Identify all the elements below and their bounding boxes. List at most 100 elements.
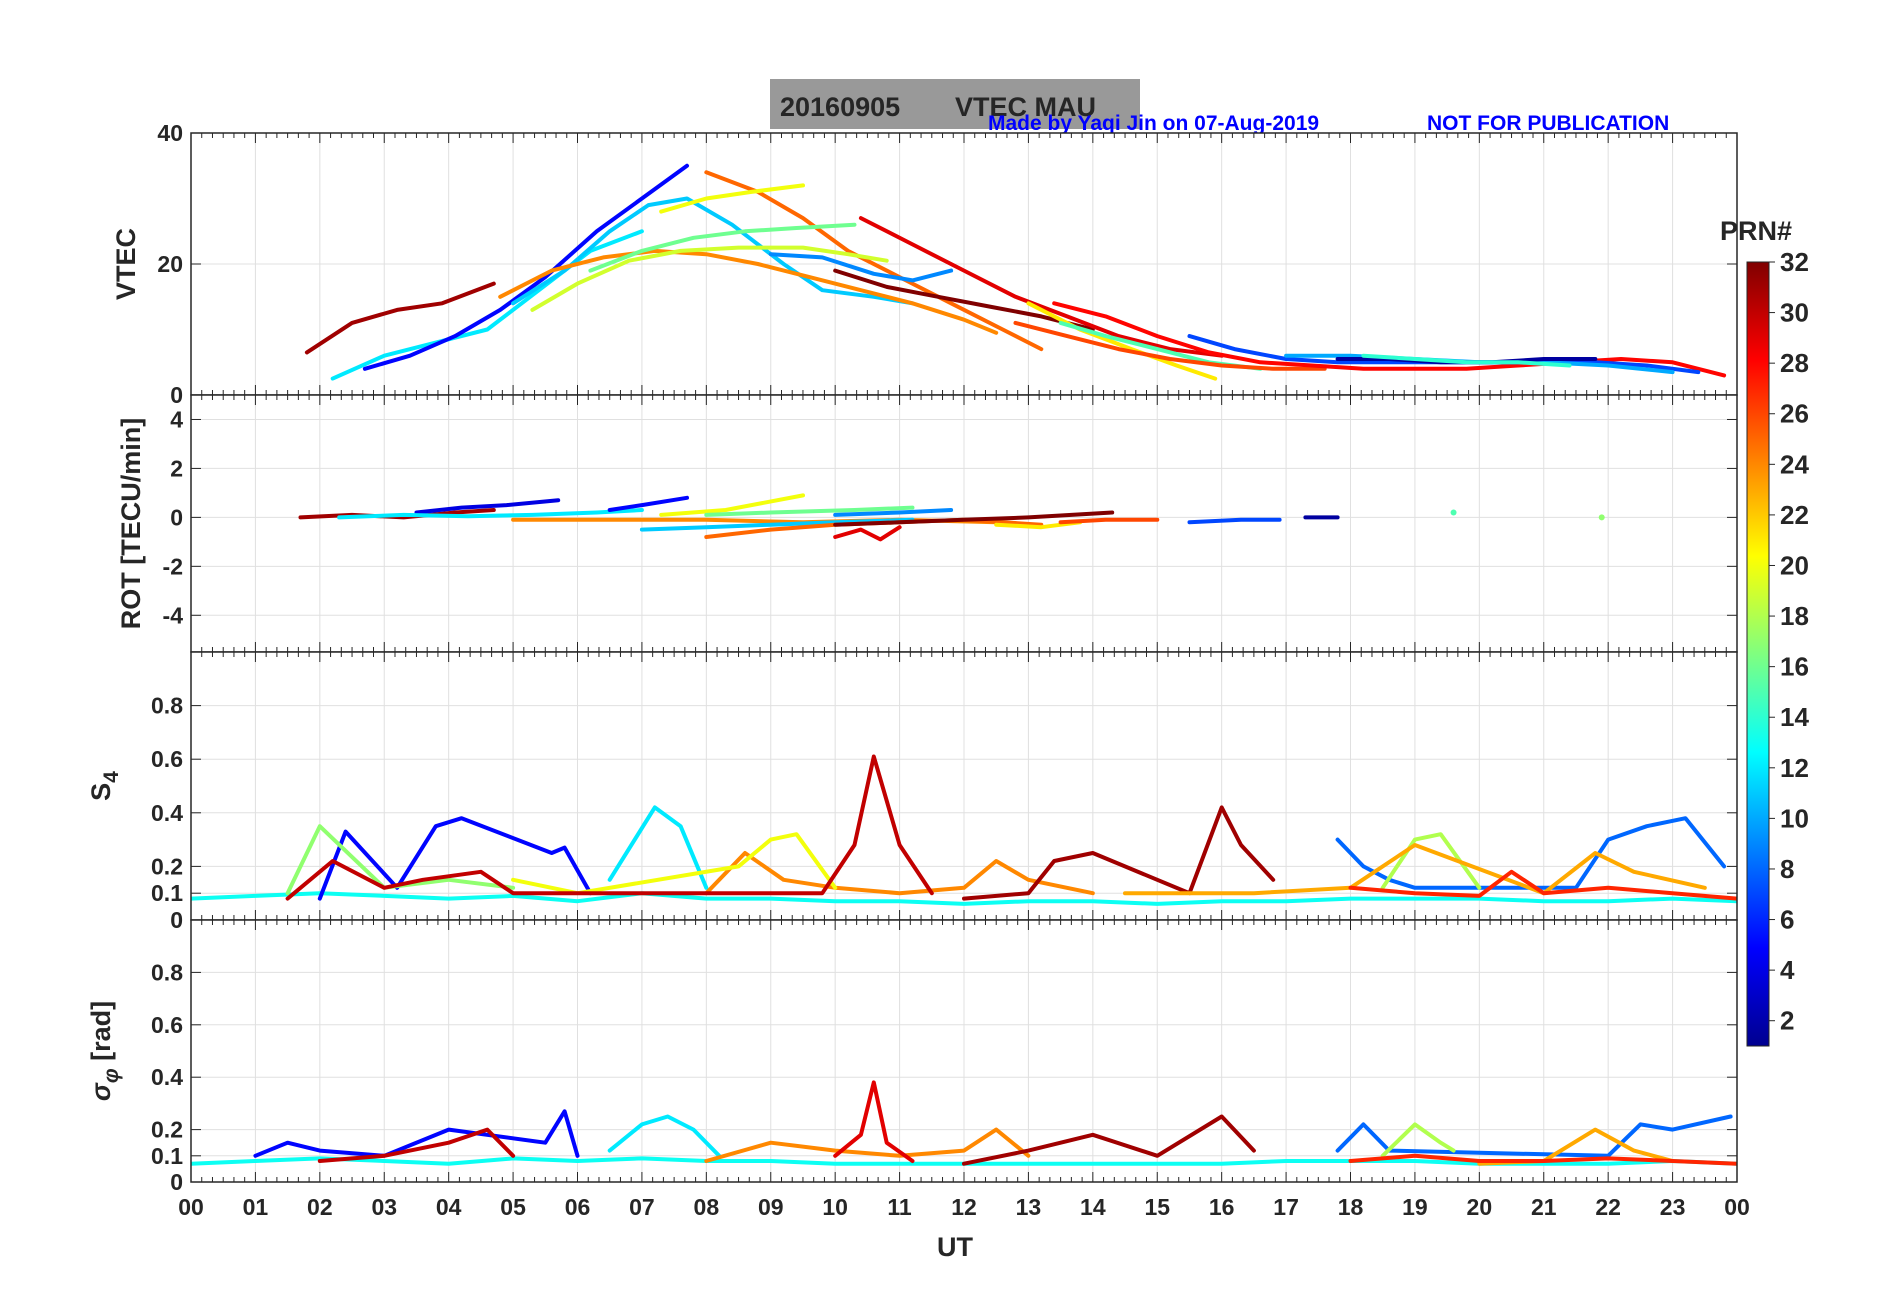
x-tick-label: 11 — [887, 1194, 912, 1220]
series-line-prn-30 — [317, 1127, 516, 1163]
y-tick-label: 0.8 — [151, 693, 183, 719]
x-tick-label: 00 — [1724, 1194, 1750, 1220]
y-tick-label: 0.8 — [151, 959, 183, 985]
x-tick-label: 16 — [1209, 1194, 1235, 1220]
series-line-prn-21 — [1026, 301, 1218, 381]
x-axis: 00 01 02 03 04 05 06 07 08 09 10 11 12 13 14 15 16 17 18 19… — [178, 1194, 1750, 1220]
colorbar-tick-label: 32 — [1780, 247, 1809, 277]
x-tick-label: 09 — [758, 1194, 784, 1220]
x-tick-label: 10 — [822, 1194, 848, 1220]
credit-notice: NOT FOR PUBLICATION — [1427, 112, 1669, 135]
colorbar-tick-label: 26 — [1780, 399, 1809, 429]
series-line-prn-11 — [511, 196, 915, 306]
series-line-prn-20 — [511, 832, 838, 896]
series-line-prn-12 — [607, 805, 709, 890]
series-line-prn-12 — [330, 229, 644, 381]
y-tick-label: 0.6 — [151, 1012, 183, 1038]
series-line-prn-29 — [833, 1080, 915, 1163]
series-line-prn-26 — [1058, 517, 1160, 525]
colorbar-tick-label: 8 — [1780, 854, 1794, 884]
y-axis-label-s4: S4 — [86, 771, 123, 801]
series-line-prn-25 — [704, 170, 1044, 352]
series-line-prn-20 — [659, 493, 805, 517]
series-line-prn-5 — [607, 495, 689, 512]
series-line-prn-5 — [317, 816, 593, 901]
y-axis-label-main: S — [86, 783, 116, 801]
colorbar-gradient — [1746, 261, 1770, 1047]
y-axis-label-subscript: φ — [100, 1068, 123, 1083]
panel-rot: -4 -2 0 2 4 ROT [TECU/min] — [116, 394, 1738, 653]
colorbar-tick-label: 18 — [1780, 601, 1809, 631]
title-box: 20160905 VTEC MAU — [770, 79, 1140, 129]
title-box-background — [770, 79, 1140, 129]
x-tick-label: 00 — [178, 1194, 204, 1220]
y-axis-label-main: ROT [TECU/min] — [116, 418, 146, 629]
x-tick-label: 19 — [1402, 1194, 1428, 1220]
y-tick-label: 0.2 — [151, 1117, 183, 1143]
colorbar-tick-label: 30 — [1780, 298, 1809, 328]
x-tick-label: 07 — [629, 1194, 655, 1220]
series-line-prn-31 — [304, 281, 496, 355]
series-line-prn-11 — [639, 517, 915, 532]
x-tick-label: 12 — [951, 1194, 977, 1220]
series-group-s4 — [191, 754, 1737, 906]
series-line-prn-24 — [704, 851, 1095, 896]
y-axis-label-vtec: VTEC — [111, 228, 141, 300]
series-line-prn-16 — [588, 222, 857, 273]
panel-sigma_phi: 00.10.2 0.4 0.6 0.8 σφ [rad] — [86, 919, 1738, 1195]
series-line-prn-31 — [962, 1114, 1256, 1166]
series-line-prn-30 — [285, 754, 934, 901]
title-label: VTEC MAU — [955, 92, 1096, 122]
y-tick-label: 0.6 — [151, 746, 183, 772]
series-line-prn-20 — [659, 183, 805, 214]
x-tick-label: 13 — [1016, 1194, 1042, 1220]
series-line-prn-32 — [833, 268, 1095, 332]
series-point-prn-15 — [1450, 509, 1457, 516]
series-line-prn-12 — [607, 1114, 722, 1158]
y-tick-label: -4 — [163, 602, 184, 628]
colorbar-tick-label: 6 — [1780, 905, 1794, 935]
series-line-prn-23 — [1123, 843, 1707, 896]
colorbar-tick-label: 10 — [1780, 803, 1809, 833]
series-line-prn-29 — [833, 525, 902, 542]
x-tick-label: 23 — [1660, 1194, 1686, 1220]
series-line-prn-16 — [704, 505, 915, 517]
y-tick-label: 0.1 — [151, 1143, 183, 1169]
y-tick-label: 0.4 — [151, 800, 183, 826]
x-tick-label: 02 — [307, 1194, 333, 1220]
panel-vtec: 0 20 40 VTEC — [111, 120, 1738, 408]
x-tick-label: 15 — [1144, 1194, 1170, 1220]
credit-made-by: Made by Yaqi Jin on 07-Aug-2019 — [988, 112, 1319, 135]
series-line-prn-13 — [191, 891, 1737, 906]
series-group-sigma_phi — [191, 1080, 1737, 1166]
series-line-prn-28 — [1052, 301, 1727, 378]
x-tick-label: 22 — [1595, 1194, 1621, 1220]
x-axis-label: UT — [937, 1232, 973, 1262]
series-line-prn-9 — [833, 508, 954, 517]
series-line-prn-14 — [1361, 353, 1572, 368]
y-tick-label: 0.1 — [151, 880, 183, 906]
y-tick-label: 0.4 — [151, 1064, 183, 1090]
y-axis-label-main: VTEC — [111, 228, 141, 300]
x-tick-label: 20 — [1467, 1194, 1493, 1220]
panel-s4: 00.10.2 0.4 0.6 0.8 S4 — [86, 651, 1738, 933]
x-tick-label: 14 — [1080, 1194, 1106, 1220]
y-tick-label: -2 — [163, 553, 183, 579]
y-tick-label: 0.2 — [151, 853, 183, 879]
series-line-prn-26 — [1013, 320, 1327, 371]
colorbar-tick-label: 16 — [1780, 652, 1809, 682]
series-line-prn-24 — [498, 248, 999, 335]
series-line-prn-31 — [298, 508, 496, 520]
colorbar-tick-label: 12 — [1780, 753, 1809, 783]
x-tick-label: 18 — [1338, 1194, 1364, 1220]
series-line-prn-32 — [833, 510, 1115, 527]
y-axis-label-main: σ — [86, 1082, 116, 1101]
x-tick-label: 06 — [565, 1194, 591, 1220]
y-tick-label: 0 — [170, 382, 183, 408]
y-tick-label: 4 — [170, 406, 183, 432]
y-tick-label: 0 — [170, 907, 183, 933]
